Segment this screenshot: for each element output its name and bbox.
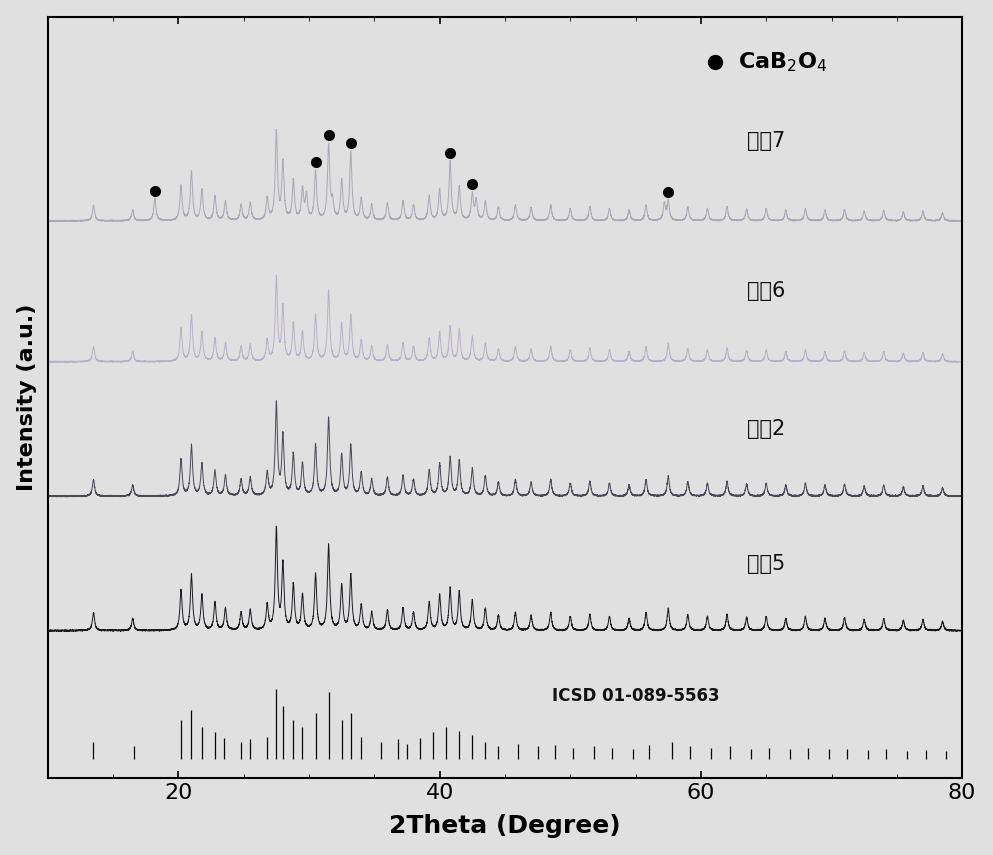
Text: 样哅5: 样哅5: [747, 553, 785, 574]
Text: 样哅6: 样哅6: [747, 280, 785, 301]
Text: 样哅2: 样哅2: [747, 419, 785, 439]
Text: 样哅7: 样哅7: [747, 131, 785, 151]
X-axis label: 2Theta (Degree): 2Theta (Degree): [389, 814, 621, 839]
Text: ICSD 01-089-5563: ICSD 01-089-5563: [552, 687, 719, 705]
Text: CaB$_2$O$_4$: CaB$_2$O$_4$: [738, 50, 827, 74]
Y-axis label: Intensity (a.u.): Intensity (a.u.): [17, 304, 37, 492]
